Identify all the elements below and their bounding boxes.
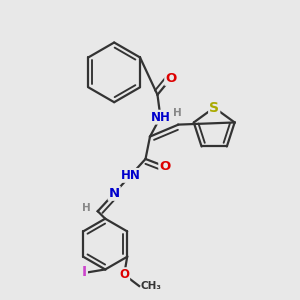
Text: I: I — [82, 266, 87, 279]
Text: CH₃: CH₃ — [141, 281, 162, 291]
Text: O: O — [165, 72, 176, 85]
Text: NH: NH — [151, 111, 170, 124]
Text: H: H — [82, 203, 91, 213]
Text: HN: HN — [121, 169, 140, 182]
Text: O: O — [159, 160, 171, 173]
Text: N: N — [109, 187, 120, 200]
Text: H: H — [172, 108, 181, 118]
Text: S: S — [209, 100, 219, 115]
Text: O: O — [119, 268, 129, 281]
